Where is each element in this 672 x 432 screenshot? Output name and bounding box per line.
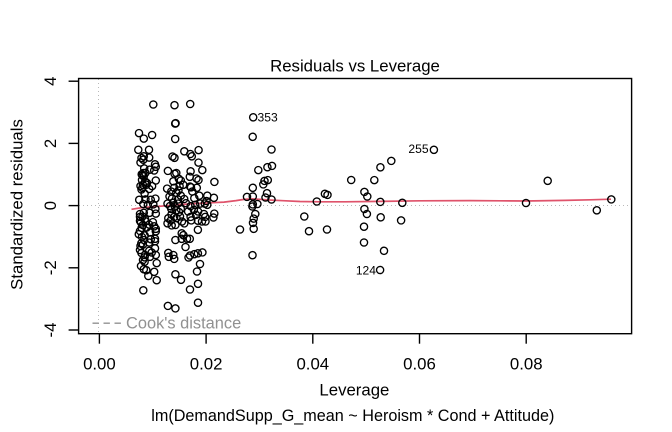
svg-text:-2: -2 xyxy=(41,260,60,275)
svg-text:124: 124 xyxy=(356,264,376,278)
svg-text:255: 255 xyxy=(408,142,428,156)
svg-text:Cook's distance: Cook's distance xyxy=(126,315,241,333)
svg-text:2: 2 xyxy=(41,139,60,148)
svg-text:0.06: 0.06 xyxy=(403,354,436,373)
svg-text:0.02: 0.02 xyxy=(190,354,223,373)
svg-text:0.08: 0.08 xyxy=(510,354,543,373)
svg-text:Residuals vs Leverage: Residuals vs Leverage xyxy=(270,56,440,75)
svg-text:lm(DemandSupp_G_mean ~ Heroism: lm(DemandSupp_G_mean ~ Heroism * Cond + … xyxy=(151,407,554,425)
svg-text:0.00: 0.00 xyxy=(83,354,116,373)
svg-text:0.04: 0.04 xyxy=(296,354,329,373)
svg-text:-4: -4 xyxy=(41,323,60,338)
svg-text:Standardized residuals: Standardized residuals xyxy=(7,119,26,290)
svg-text:0: 0 xyxy=(41,201,60,210)
svg-text:Leverage: Leverage xyxy=(319,381,389,400)
svg-text:4: 4 xyxy=(41,77,60,86)
svg-text:353: 353 xyxy=(258,111,278,125)
